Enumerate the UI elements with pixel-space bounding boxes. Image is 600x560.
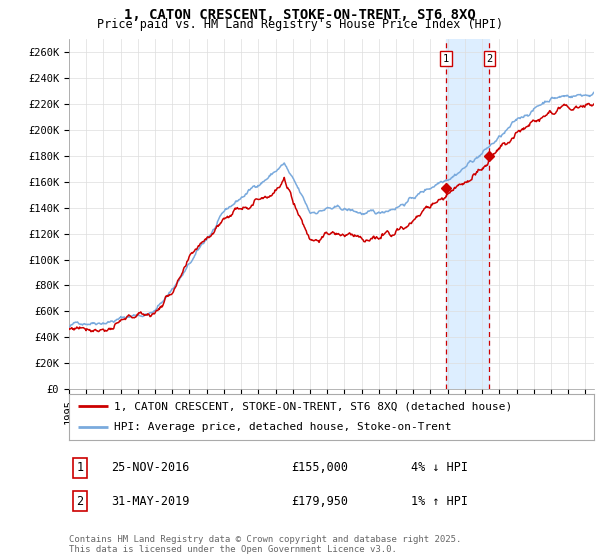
Text: 4% ↓ HPI: 4% ↓ HPI <box>411 461 468 474</box>
Text: 25-NOV-2016: 25-NOV-2016 <box>111 461 190 474</box>
Text: 1: 1 <box>443 54 449 64</box>
Text: Price paid vs. HM Land Registry's House Price Index (HPI): Price paid vs. HM Land Registry's House … <box>97 18 503 31</box>
Bar <box>446 39 490 389</box>
Text: 1% ↑ HPI: 1% ↑ HPI <box>411 494 468 508</box>
Text: 1: 1 <box>76 461 83 474</box>
Text: HPI: Average price, detached house, Stoke-on-Trent: HPI: Average price, detached house, Stok… <box>113 422 451 432</box>
Text: £155,000: £155,000 <box>291 461 348 474</box>
Text: £179,950: £179,950 <box>291 494 348 508</box>
Text: Contains HM Land Registry data © Crown copyright and database right 2025.
This d: Contains HM Land Registry data © Crown c… <box>69 535 461 554</box>
Text: 2: 2 <box>76 494 83 508</box>
Text: 2: 2 <box>486 54 493 64</box>
Text: 1, CATON CRESCENT, STOKE-ON-TRENT, ST6 8XQ (detached house): 1, CATON CRESCENT, STOKE-ON-TRENT, ST6 8… <box>113 401 512 411</box>
Text: 31-MAY-2019: 31-MAY-2019 <box>111 494 190 508</box>
Text: 1, CATON CRESCENT, STOKE-ON-TRENT, ST6 8XQ: 1, CATON CRESCENT, STOKE-ON-TRENT, ST6 8… <box>124 8 476 22</box>
